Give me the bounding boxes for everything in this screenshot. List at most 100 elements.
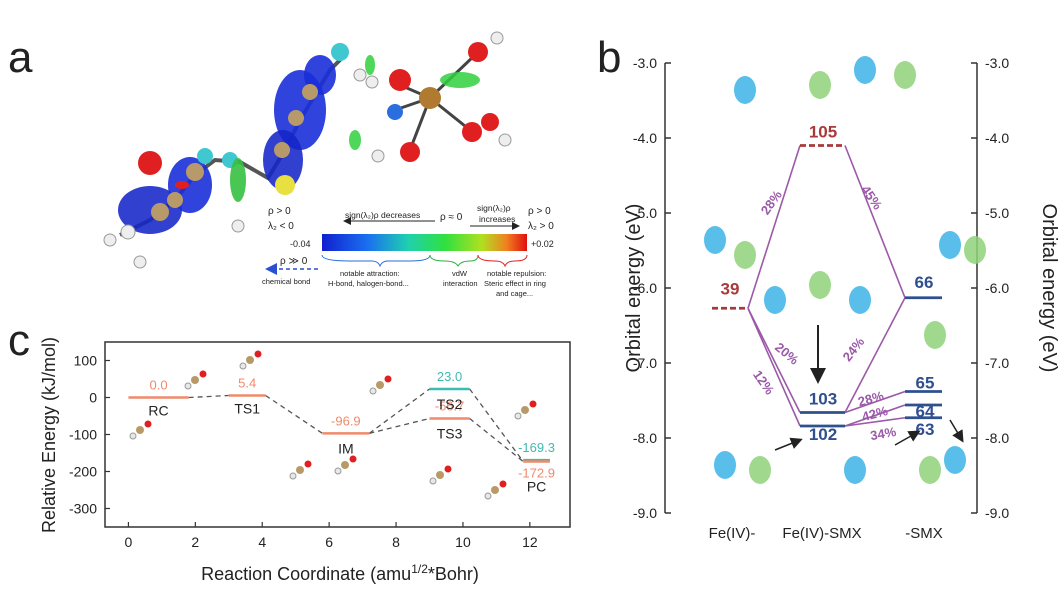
orbital-lobe [964,236,986,264]
orbital-level-label: 103 [809,390,837,409]
x-tick-label: 10 [455,534,471,550]
panel-label-a: a [8,33,33,82]
nci-sign-left: sign(λ₂)ρ decreases [345,210,420,220]
state-name-label: TS3 [437,425,463,441]
orbital-arrow [894,430,921,446]
orbital-lobe [764,286,786,314]
orbital-lobe [809,71,831,99]
nci-left-lambda: λ₂ < 0 [268,221,294,232]
path-connector [469,388,524,462]
path-connector [469,417,524,462]
contribution-label: 45% [858,182,885,212]
y-tick-label: -200 [69,464,97,480]
molecule-atom [136,426,144,434]
path-connector [368,388,430,434]
molecule-atom [144,420,152,428]
nci-chem-label: chemical bond [262,277,310,286]
contribution-line [844,390,906,414]
molecule-atom [191,376,199,384]
orbital-lobe [714,451,736,479]
molecule-atom [514,412,522,420]
nci-right-rho: ρ > 0 [528,206,551,217]
left-y-tick-label: -6.0 [633,280,657,296]
right-y-tick-label: -5.0 [985,205,1009,221]
nci-attraction-2: H-bond, halogen-bond... [328,279,409,288]
y-tick-label: 0 [89,390,97,406]
x-tick-label: 12 [522,534,538,550]
left-y-tick-label: -4.0 [633,130,657,146]
contribution-label: 42% [860,403,889,424]
contribution-label: 24% [840,334,868,364]
nci-mid-rho: ρ ≈ 0 [440,212,463,223]
molecule-atom [246,356,254,364]
molecule-atom [341,461,349,469]
molecule-fe-complex [349,31,512,163]
state-name-label: RC [148,403,168,419]
panel-label-b: b [597,33,621,82]
x-tick-label: 6 [325,534,333,550]
orbital-level-label: 64 [916,402,935,421]
left-y-tick-label: -9.0 [633,505,657,521]
nci-left-rho: ρ > 0 [268,206,291,217]
state-value-label: -172.9 [518,465,555,480]
nci-attraction-1: notable attraction: [340,269,400,278]
right-y-tick-label: -8.0 [985,430,1009,446]
contribution-line [747,307,801,413]
x-axis-title: Reaction Coordinate (amu1/2*Bohr) [201,562,479,584]
orbital-level-label: 66 [915,273,934,292]
state-value-label: 23.0 [437,369,462,384]
molecule-atom [129,432,137,440]
orbital-lobe [734,241,756,269]
orbital-lobe [924,321,946,349]
molecule-atom [349,455,357,463]
contribution-label: 12% [750,367,777,397]
orbital-lobe [844,456,866,484]
molecule-atom [491,486,499,494]
orbital-lobe [944,446,966,474]
left-y-tick-label: -5.0 [633,205,657,221]
molecule-atom [369,387,377,395]
orbital-level-label: 63 [916,420,935,439]
left-y-tick-label: -7.0 [633,355,657,371]
orbital-level-label: 39 [721,279,740,298]
nci-min-value: -0.04 [290,239,311,249]
molecule-atom [289,472,297,480]
nci-right-lambda: λ₂ > 0 [528,221,554,232]
molecule-atom [376,381,384,389]
state-value-label: -56.7 [435,398,465,413]
x-tick-label: 0 [125,534,133,550]
contribution-line [844,297,906,413]
right-y-tick-label: -7.0 [985,355,1009,371]
nci-colorbar [322,234,527,251]
molecule-atom [529,400,537,408]
nci-legend: ρ > 0 λ₂ < 0 sign(λ₂)ρ decreases ρ ≈ 0 s… [262,203,554,298]
orbital-arrow [774,437,803,451]
contribution-line [844,145,906,299]
nci-chem-rho: ρ ≫ 0 [280,256,308,267]
right-y-tick-label: -4.0 [985,130,1009,146]
molecule-atom [521,406,529,414]
molecule-atom [499,480,507,488]
right-y-tick-label: -3.0 [985,55,1009,71]
molecule-atom [304,460,312,468]
orbital-lobe [919,456,941,484]
state-value-label: 0.0 [149,378,167,393]
state-name-label: IM [338,440,354,456]
left-y-tick-label: -8.0 [633,430,657,446]
column-label: -SMX [905,525,943,542]
state-value-label: -169.3 [518,440,555,455]
orbital-level-label: 65 [916,374,935,393]
orbital-lobe [734,76,756,104]
state-name-label: PC [527,478,546,494]
orbital-lobe [849,286,871,314]
orbital-arrow [949,419,964,443]
contribution-label: 34% [869,424,898,443]
x-tick-label: 8 [392,534,400,550]
column-label: Fe(IV)-SMX [782,525,861,542]
molecule-sulfamethoxazole [103,43,367,269]
y-tick-label: -300 [69,501,97,517]
x-tick-label: 4 [258,534,266,550]
right-y-tick-label: -9.0 [985,505,1009,521]
nci-sign-right: sign(λ₂)ρ [477,203,511,213]
